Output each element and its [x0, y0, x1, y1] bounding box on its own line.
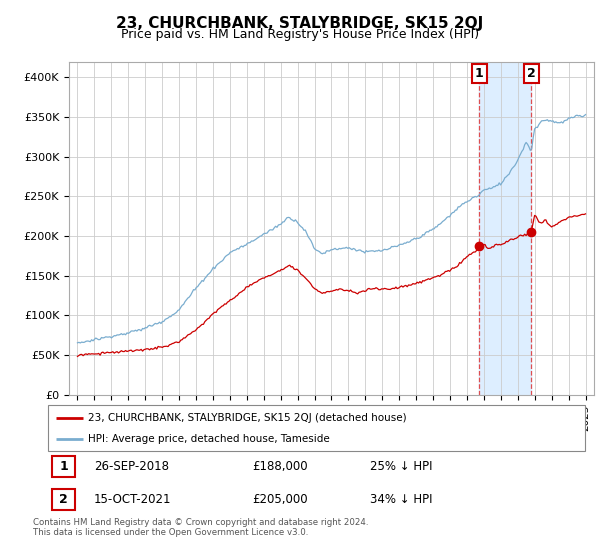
FancyBboxPatch shape — [52, 456, 75, 477]
Text: £188,000: £188,000 — [252, 460, 308, 473]
Text: 15-OCT-2021: 15-OCT-2021 — [94, 493, 171, 506]
Text: Price paid vs. HM Land Registry's House Price Index (HPI): Price paid vs. HM Land Registry's House … — [121, 28, 479, 41]
Text: 2: 2 — [527, 67, 536, 80]
Text: 26-SEP-2018: 26-SEP-2018 — [94, 460, 169, 473]
Bar — [479, 62, 531, 395]
Text: 1: 1 — [475, 67, 484, 80]
FancyBboxPatch shape — [48, 405, 585, 451]
Text: Contains HM Land Registry data © Crown copyright and database right 2024.
This d: Contains HM Land Registry data © Crown c… — [33, 518, 368, 538]
Text: 23, CHURCHBANK, STALYBRIDGE, SK15 2QJ (detached house): 23, CHURCHBANK, STALYBRIDGE, SK15 2QJ (d… — [88, 413, 407, 423]
Text: 1: 1 — [59, 460, 68, 473]
FancyBboxPatch shape — [52, 489, 75, 510]
Text: HPI: Average price, detached house, Tameside: HPI: Average price, detached house, Tame… — [88, 435, 330, 444]
Text: 34% ↓ HPI: 34% ↓ HPI — [370, 493, 433, 506]
Text: £205,000: £205,000 — [252, 493, 308, 506]
Text: 25% ↓ HPI: 25% ↓ HPI — [370, 460, 433, 473]
Text: 2: 2 — [59, 493, 68, 506]
Text: 23, CHURCHBANK, STALYBRIDGE, SK15 2QJ: 23, CHURCHBANK, STALYBRIDGE, SK15 2QJ — [116, 16, 484, 31]
